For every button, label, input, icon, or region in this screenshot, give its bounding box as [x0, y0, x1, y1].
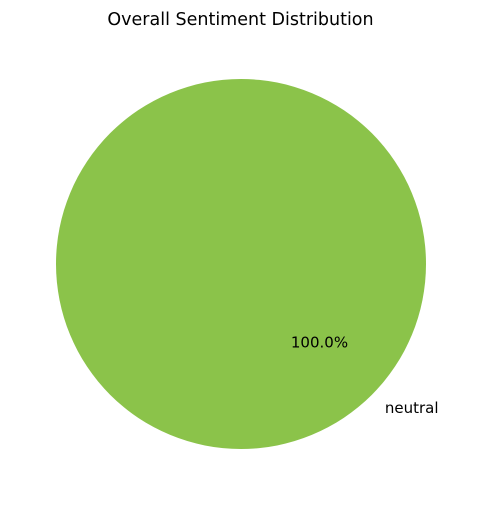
slice-percent-label: 100.0%	[291, 333, 348, 351]
pie-slice-neutral	[56, 79, 426, 449]
chart-title: Overall Sentiment Distribution	[107, 10, 373, 30]
slice-category-label: neutral	[385, 399, 439, 417]
pie-slices: 100.0% neutral	[56, 79, 439, 449]
